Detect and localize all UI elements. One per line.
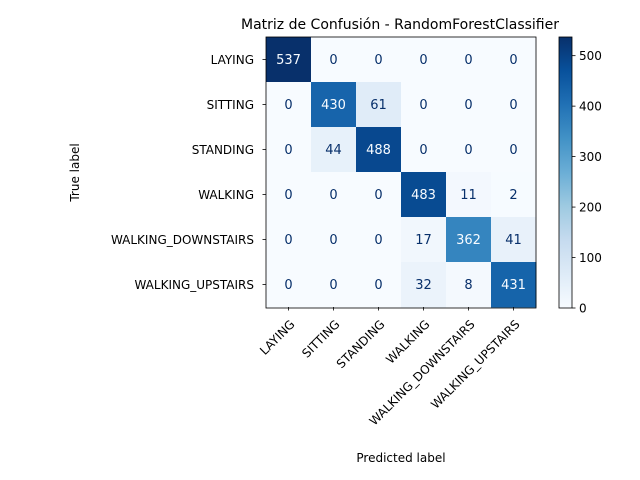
heatmap-cell	[401, 217, 447, 263]
cell-value-label: 537	[276, 53, 301, 68]
y-axis-label: True label	[68, 143, 82, 202]
cell-value-label: 0	[329, 53, 337, 68]
cell-value-label: 0	[509, 143, 517, 158]
y-tick-label: WALKING_UPSTAIRS	[134, 278, 254, 292]
y-tick-label: SITTING	[207, 98, 254, 112]
cell-value-label: 0	[464, 53, 472, 68]
chart-title: Matriz de Confusión - RandomForestClassi…	[241, 17, 559, 33]
cell-value-label: 0	[419, 143, 427, 158]
heatmap-cell	[266, 82, 312, 128]
heatmap-cell	[356, 82, 402, 128]
x-axis-label: Predicted label	[356, 451, 445, 465]
heatmap-cell	[356, 262, 402, 308]
heatmap-cell	[446, 172, 492, 218]
heatmap-cell	[491, 172, 537, 218]
cell-value-label: 0	[329, 278, 337, 293]
heatmap-cell	[266, 127, 312, 173]
y-tick-label: WALKING	[198, 188, 254, 202]
cell-value-label: 0	[284, 233, 292, 248]
cell-value-label: 0	[374, 233, 382, 248]
cell-value-label: 2	[509, 188, 517, 203]
heatmap-cell	[401, 262, 447, 308]
colorbar-tick-label: 0	[579, 302, 587, 316]
colorbar-tick-label: 300	[579, 150, 602, 164]
heatmap-cells	[266, 37, 537, 308]
heatmap-cell	[446, 82, 492, 128]
heatmap-cell	[266, 262, 312, 308]
cell-value-label: 0	[464, 143, 472, 158]
colorbar	[558, 36, 573, 309]
heatmap-cell	[356, 217, 402, 263]
cell-value-label: 0	[284, 188, 292, 203]
heatmap-cell	[491, 217, 537, 263]
heatmap-cell	[491, 127, 537, 173]
heatmap-cell	[266, 37, 312, 83]
colorbar-ticks: 0 100 200 300 400 500	[572, 49, 602, 316]
heatmap-cell	[311, 127, 357, 173]
heatmap-cell	[266, 217, 312, 263]
y-axis: LAYING SITTING STANDING WALKING WALKING_DOWN…	[111, 53, 266, 292]
y-tick-label: STANDING	[192, 143, 254, 157]
cell-value-label: 0	[464, 98, 472, 113]
cell-value-label: 0	[284, 98, 292, 113]
cell-value-label: 0	[509, 53, 517, 68]
cell-value-label: 41	[505, 233, 522, 248]
cell-value-labels: 537 0 0 0 0 0 0 430 61 0 0 0 0 44 488 0 0 0 0 0 0 483 11 2 0 0 0 17…	[276, 53, 526, 293]
cell-value-label: 0	[329, 233, 337, 248]
cell-value-label: 0	[419, 53, 427, 68]
colorbar-tick-label: 200	[579, 201, 602, 215]
heatmap-cell	[491, 37, 537, 83]
heatmap-cell	[446, 37, 492, 83]
heatmap-cell	[401, 172, 447, 218]
cell-value-label: 431	[501, 278, 526, 293]
heatmap-cell	[311, 217, 357, 263]
cell-value-label: 61	[370, 98, 387, 113]
cell-value-label: 0	[284, 278, 292, 293]
cell-value-label: 362	[456, 233, 481, 248]
colorbar-tick-label: 500	[579, 49, 602, 63]
cell-value-label: 430	[321, 98, 346, 113]
heatmap-cell	[266, 172, 312, 218]
heatmap-cell	[446, 217, 492, 263]
heatmap-cell	[356, 127, 402, 173]
heatmap-cell	[446, 127, 492, 173]
heatmap-cell	[311, 172, 357, 218]
cell-value-label: 0	[419, 98, 427, 113]
cell-value-label: 0	[284, 143, 292, 158]
cell-value-label: 488	[366, 143, 391, 158]
heatmap-cell	[401, 127, 447, 173]
cell-value-label: 0	[329, 188, 337, 203]
plot-frame	[265, 36, 537, 309]
heatmap-cell	[491, 82, 537, 128]
cell-value-label: 0	[374, 188, 382, 203]
colorbar-tick-label: 100	[579, 251, 602, 265]
heatmap-cell	[446, 262, 492, 308]
cell-value-label: 0	[374, 278, 382, 293]
y-tick-label: WALKING_DOWNSTAIRS	[111, 233, 254, 247]
heatmap-cell	[356, 172, 402, 218]
heatmap-cell	[311, 37, 357, 83]
cell-value-label: 0	[374, 53, 382, 68]
heatmap-cell	[311, 82, 357, 128]
colorbar-tick-label: 400	[579, 100, 602, 114]
cell-value-label: 17	[415, 233, 432, 248]
cell-value-label: 8	[464, 278, 472, 293]
heatmap-cell	[356, 37, 402, 83]
heatmap-cell	[311, 262, 357, 308]
cell-value-label: 0	[509, 98, 517, 113]
cell-value-label: 11	[460, 188, 477, 203]
cell-value-label: 44	[325, 143, 342, 158]
cell-value-label: 483	[411, 188, 436, 203]
heatmap-cell	[401, 37, 447, 83]
heatmap-cell	[491, 262, 537, 308]
y-tick-label: LAYING	[211, 53, 254, 67]
cell-value-label: 32	[415, 278, 432, 293]
heatmap-cell	[401, 82, 447, 128]
